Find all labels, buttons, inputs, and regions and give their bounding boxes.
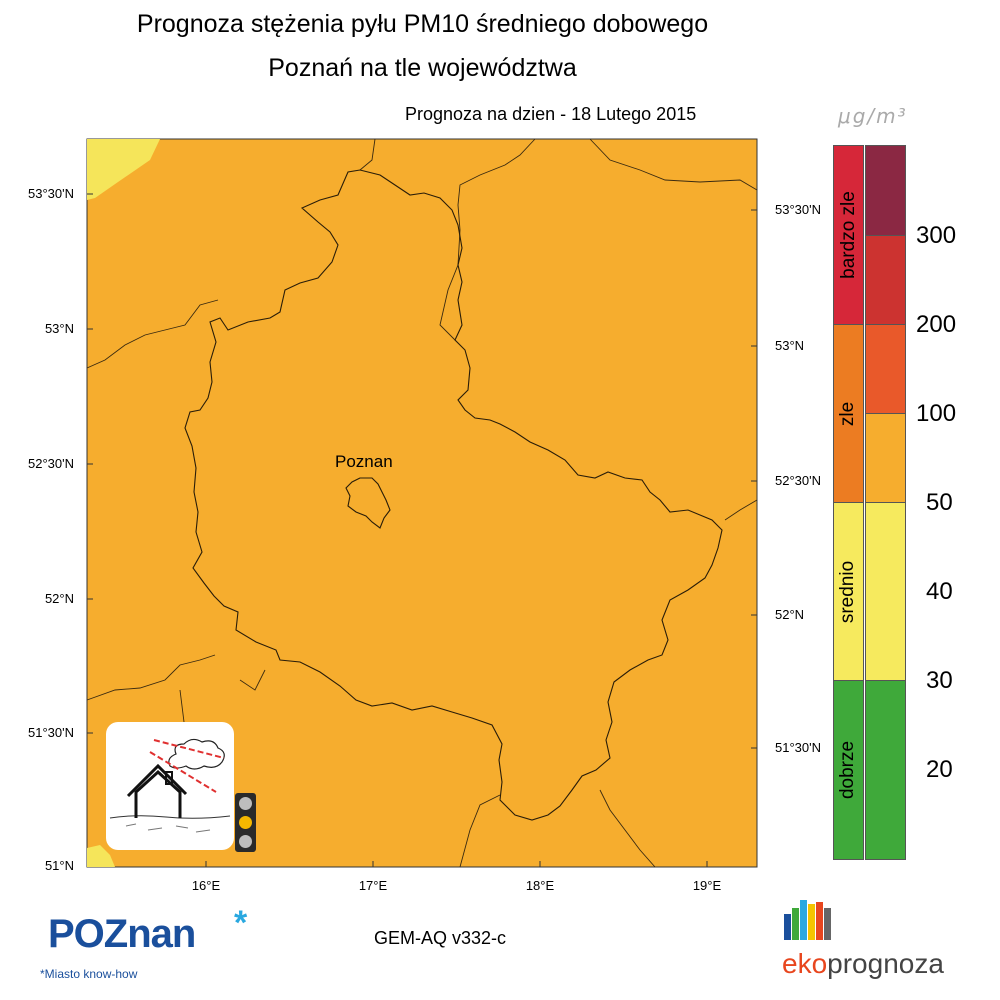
colorbar-value-label: 100 [916, 400, 957, 427]
traffic-light-green-lamp [239, 835, 252, 848]
category-label: srednio [837, 560, 859, 623]
category-label: zle [837, 401, 859, 426]
traffic-light-red-lamp [239, 797, 252, 810]
poznan-logo-tagline: *Miasto know-how [40, 967, 138, 981]
house-smoke-icon [109, 738, 231, 833]
traffic-light-yellow-lamp [239, 816, 252, 829]
colorbar-swatch [865, 235, 906, 325]
clean-air-area-bottom [87, 845, 115, 867]
colorbar-swatch [865, 145, 906, 236]
lon-label: 17°E [358, 878, 388, 893]
category-bardzo-zle: bardzo zle [833, 145, 864, 325]
poznan-logo: POZnan * [48, 904, 247, 957]
colorbar-swatch [865, 324, 906, 414]
category-dobrze: dobrze [833, 680, 864, 860]
lat-label-right: 51°30'N [775, 740, 821, 755]
lat-label-left: 51°30'N [28, 725, 74, 740]
pollution-inset [106, 722, 234, 850]
lon-label: 16°E [191, 878, 221, 893]
poznan-city-outline [345, 477, 391, 529]
colorbar-swatch [865, 413, 906, 503]
traffic-light-icon [235, 793, 256, 852]
lat-label-right: 52°30'N [775, 473, 821, 488]
map-subtitle: Poznań na tle województwa [268, 54, 577, 82]
category-label: bardzo zle [837, 191, 859, 279]
colorbar-value-label: 20 [926, 756, 953, 783]
ekoprognoza-logo: ekoprognoza [782, 948, 944, 980]
colorbar-value-label: 300 [916, 222, 957, 249]
lon-label: 19°E [692, 878, 722, 893]
category-zle: zle [833, 324, 864, 503]
category-srednio: srednio [833, 502, 864, 681]
lat-label-left: 53°30'N [28, 186, 74, 201]
clean-air-area-top [87, 139, 160, 200]
category-label: dobrze [837, 740, 859, 800]
lat-label-right: 52°N [775, 607, 805, 622]
voivodeship-borders [86, 138, 758, 868]
model-version: GEM-AQ v332-c [374, 928, 507, 948]
forecast-date: Prognoza na dzien - 18 Lutego 2015 [405, 104, 697, 124]
map-ticks [87, 193, 757, 867]
poznan-logo-text: POZnan [48, 912, 196, 956]
city-label: Poznan [335, 452, 393, 471]
lat-label-left: 52°N [44, 591, 74, 606]
lat-label-right: 53°30'N [775, 202, 821, 217]
ekoprognoza-bars-icon [784, 900, 831, 940]
voivodeship-outline [184, 169, 723, 821]
lat-label-left: 52°30'N [28, 456, 74, 471]
colorbar-value-label: 200 [916, 311, 957, 338]
lat-label-right: 53°N [775, 338, 805, 353]
map-title: Prognoza stężenia pyłu PM10 średniego do… [136, 10, 709, 38]
colorbar-value-label: 40 [926, 578, 953, 605]
asterisk-icon: * [234, 904, 247, 942]
colorbar-swatch [865, 680, 906, 860]
eko-suffix: prognoza [827, 948, 944, 979]
lat-label-left: 51°N [44, 858, 74, 873]
eko-prefix: eko [782, 948, 828, 979]
colorbar-value-label: 30 [926, 667, 953, 694]
lon-label: 18°E [525, 878, 555, 893]
colorbar-swatch [865, 502, 906, 681]
colorbar-value-label: 50 [926, 489, 953, 516]
unit-label: μg/m³ [838, 104, 908, 128]
lat-label-left: 53°N [44, 321, 74, 336]
